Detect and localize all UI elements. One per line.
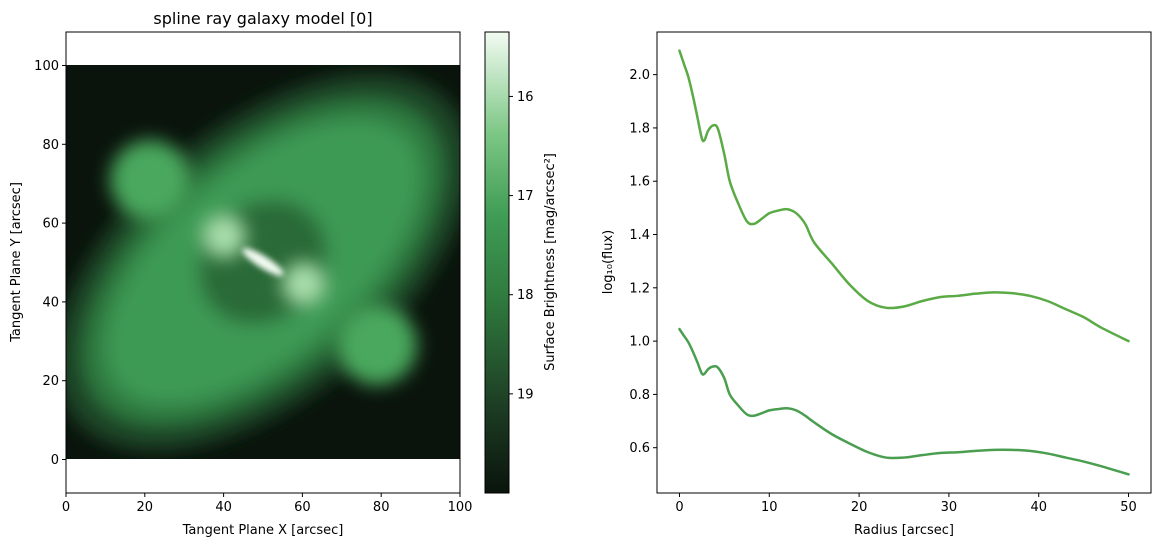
image-title: spline ray galaxy model [0] [153,9,372,28]
colorbar-ticks: 16 17 18 19 [509,90,534,402]
image-y-tick-label-2: 40 [42,295,59,310]
profile-y-tick-label-2: 1.0 [629,335,650,350]
image-y-tick-label-3: 60 [42,217,59,232]
profile-x-ticks: 0 10 20 30 40 50 [675,493,1137,515]
profile-line-1 [678,327,1130,476]
image-x-tick-label-3: 60 [294,500,311,515]
outer-lobe-lower-right [337,305,417,385]
profile-x-tick-label-1: 10 [761,500,778,515]
image-axes-frame [65,31,461,494]
profile-y-axis-label: log₁₀(flux) [601,230,616,295]
image-y-tick-label-4: 80 [42,138,59,153]
image-y-axis-label: Tangent Plane Y [arcsec] [9,182,24,343]
profile-y-tick-label-5: 1.6 [629,175,650,190]
image-y-tick-label-1: 20 [42,374,59,389]
outer-lobe-upper-left [110,140,190,220]
colorbar-tick-label-3: 19 [517,387,534,402]
colorbar-tick-label-0: 16 [517,90,534,105]
galaxy-core [242,248,284,276]
profile-y-tick-label-1: 0.8 [629,388,650,403]
profile-panel: 0 10 20 30 40 50 0.6 0.8 1.0 1.2 1.4 1.6 1.8 2.0 Rad… [601,31,1152,538]
image-x-tick-label-0: 0 [62,500,70,515]
inner-blob-lower-right [282,262,326,306]
profile-y-ticks: 0.6 0.8 1.0 1.2 1.4 1.6 1.8 2.0 [629,68,657,456]
image-x-ticks: 0 20 40 60 80 100 [62,493,473,515]
image-x-tick-label-1: 20 [137,500,154,515]
image-y-ticks: 0 20 40 60 80 100 [34,59,66,468]
image-x-tick-label-4: 80 [373,500,390,515]
profile-y-tick-label-4: 1.4 [629,228,650,243]
image-y-tick-label-5: 100 [34,59,59,74]
profile-y-tick-label-0: 0.6 [629,441,650,456]
profile-x-tick-label-2: 20 [851,500,868,515]
profile-x-tick-label-4: 40 [1030,500,1047,515]
profile-line-0 [678,49,1130,343]
profile-y-tick-label-7: 2.0 [629,68,650,83]
inner-blob-upper-left [202,214,246,258]
profile-x-tick-label-0: 0 [675,500,683,515]
galaxy-image [66,65,460,459]
colorbar-gradient [484,31,510,494]
image-x-axis-label: Tangent Plane X [arcsec] [182,523,344,538]
profile-y-tick-label-3: 1.2 [629,281,650,296]
galaxy-image-panel: spline ray galaxy model [0] 0 20 40 60 80 100… [9,9,473,538]
profile-x-tick-label-3: 30 [941,500,958,515]
profile-x-axis-label: Radius [arcsec] [854,523,954,538]
profile-lines [678,49,1130,476]
image-x-tick-label-2: 40 [215,500,232,515]
image-y-tick-label-0: 0 [51,453,59,468]
profile-axes-frame [656,31,1152,494]
colorbar-tick-label-1: 17 [517,189,534,204]
colorbar: 16 17 18 19 Surface Brightness [mag/arcsec²… [484,31,558,494]
colorbar-label: Surface Brightness [mag/arcsec²] [543,153,558,371]
profile-x-tick-label-5: 50 [1120,500,1137,515]
colorbar-tick-label-2: 18 [517,288,534,303]
image-x-tick-label-5: 100 [448,500,473,515]
profile-y-tick-label-6: 1.8 [629,121,650,136]
